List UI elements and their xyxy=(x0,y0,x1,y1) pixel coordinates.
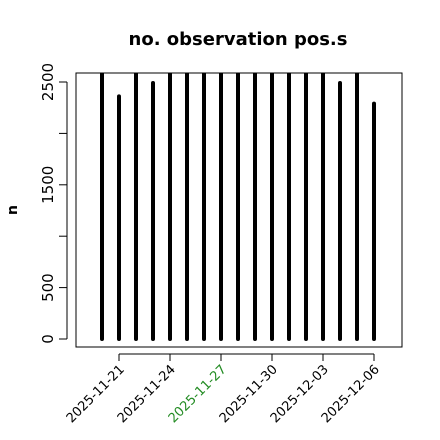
y-tick-label-1500: 1500 xyxy=(39,166,57,204)
plot-border xyxy=(75,72,403,348)
y-tick-label-500: 500 xyxy=(39,273,57,302)
y-tick-label-2500: 2500 xyxy=(39,63,57,101)
chart-title: no. observation pos.s xyxy=(129,29,348,50)
bars xyxy=(100,73,376,341)
y-axis-label: n xyxy=(5,205,21,215)
y-tick-label-0: 0 xyxy=(39,334,57,344)
plot-area: 0500150025002025-11-212025-11-242025-11-… xyxy=(39,63,403,426)
